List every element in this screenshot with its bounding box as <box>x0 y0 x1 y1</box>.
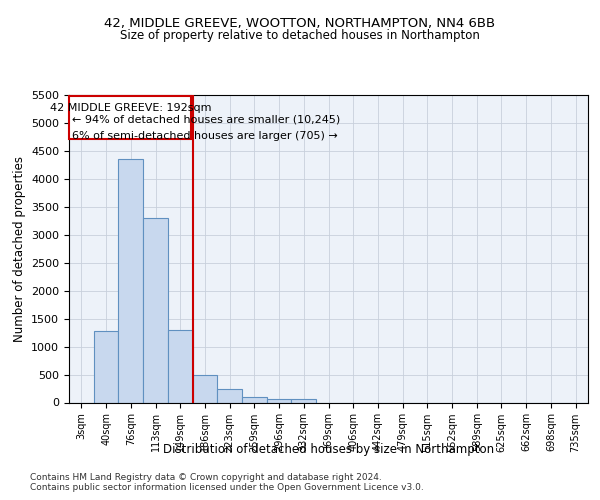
Bar <box>118 160 143 402</box>
FancyBboxPatch shape <box>69 96 191 138</box>
Text: Size of property relative to detached houses in Northampton: Size of property relative to detached ho… <box>120 29 480 42</box>
Bar <box>193 375 217 402</box>
Bar <box>267 398 292 402</box>
Text: Distribution of detached houses by size in Northampton: Distribution of detached houses by size … <box>163 442 494 456</box>
Text: ← 94% of detached houses are smaller (10,245): ← 94% of detached houses are smaller (10… <box>72 114 340 124</box>
Text: 42 MIDDLE GREEVE: 192sqm: 42 MIDDLE GREEVE: 192sqm <box>50 103 211 113</box>
Text: Contains HM Land Registry data © Crown copyright and database right 2024.: Contains HM Land Registry data © Crown c… <box>30 472 382 482</box>
Bar <box>143 218 168 402</box>
Text: Contains public sector information licensed under the Open Government Licence v3: Contains public sector information licen… <box>30 484 424 492</box>
Bar <box>292 400 316 402</box>
Bar <box>217 389 242 402</box>
Bar <box>168 330 193 402</box>
Y-axis label: Number of detached properties: Number of detached properties <box>13 156 26 342</box>
Text: 42, MIDDLE GREEVE, WOOTTON, NORTHAMPTON, NN4 6BB: 42, MIDDLE GREEVE, WOOTTON, NORTHAMPTON,… <box>104 18 496 30</box>
Bar <box>242 397 267 402</box>
Text: 6% of semi-detached houses are larger (705) →: 6% of semi-detached houses are larger (7… <box>72 132 337 141</box>
Bar <box>94 332 118 402</box>
